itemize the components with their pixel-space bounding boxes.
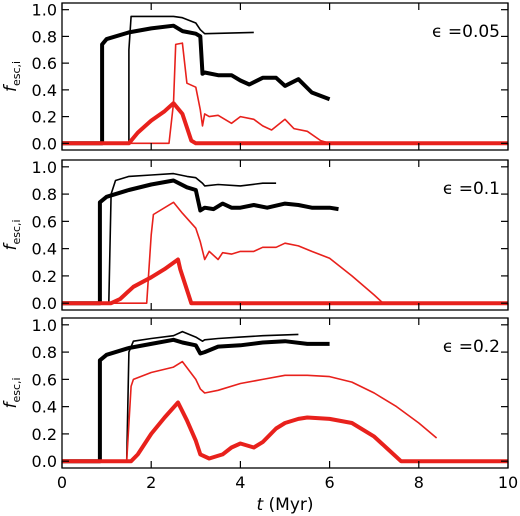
series-red-thin-line bbox=[62, 42, 508, 145]
plot-frame bbox=[61, 2, 509, 151]
y-tick-label: 0.8 bbox=[32, 343, 57, 362]
y-tick-label: 0.4 bbox=[32, 81, 57, 100]
series-black-thick-line bbox=[62, 178, 339, 306]
x-axis-label-var: t bbox=[256, 495, 264, 515]
series-red-thin-line bbox=[62, 360, 438, 463]
panel-2: 0.0 0.2 0.4 0.6 0.8 1.0 fesc,i ϵ =0.1 bbox=[1, 158, 509, 313]
y-tick-label: 0.0 bbox=[32, 452, 57, 471]
x-tick-label: 4 bbox=[235, 473, 245, 492]
y-tick-label: 0.8 bbox=[32, 185, 57, 204]
series-black-thin-line bbox=[108, 172, 277, 304]
panel-epsilon-label: ϵ =0.2 bbox=[443, 337, 500, 357]
plot-frame bbox=[61, 317, 509, 469]
x-tick-label: 8 bbox=[414, 473, 424, 492]
y-tick-label: 0.4 bbox=[32, 398, 57, 417]
y-tick-label: 0.6 bbox=[32, 370, 57, 389]
series-black-thick-line bbox=[62, 337, 330, 464]
y-tick-label: 0.0 bbox=[32, 294, 57, 313]
x-axis-label: t (Myr) bbox=[256, 495, 313, 515]
series-black-thick-line bbox=[62, 23, 331, 146]
y-axis-label: fesc,i bbox=[1, 377, 23, 408]
panel-3: 0.0 0.2 0.4 0.6 0.8 1.0 fesc,i ϵ =0.2 bbox=[1, 316, 509, 471]
y-tick-label: 0.2 bbox=[32, 425, 57, 444]
panel-1: 0.0 0.2 0.4 0.6 0.8 1.0 fesc,i ϵ =0.05 bbox=[1, 1, 509, 153]
y-axis-label-main: f bbox=[1, 400, 21, 409]
y-tick-label: 0.8 bbox=[32, 27, 57, 46]
y-tick-label: 1.0 bbox=[32, 1, 57, 20]
y-axis-label-sub: esc,i bbox=[10, 219, 23, 244]
y-tick-label: 0.4 bbox=[32, 240, 57, 259]
x-axis-label-unit: (Myr) bbox=[263, 495, 313, 515]
y-tick-label: 0.0 bbox=[32, 134, 57, 153]
series-red-thick-line bbox=[62, 400, 508, 464]
y-axis-label-sub: esc,i bbox=[10, 61, 23, 86]
series-black-thin-line bbox=[128, 15, 254, 144]
x-tick-label: 6 bbox=[325, 473, 335, 492]
series-red-thin-line bbox=[62, 201, 508, 305]
y-tick-label: 0.2 bbox=[32, 108, 57, 127]
y-tick-label: 0.2 bbox=[32, 267, 57, 286]
y-axis-label: fesc,i bbox=[1, 219, 23, 250]
series-red-thick-line bbox=[62, 101, 508, 146]
y-axis-label-main: f bbox=[1, 242, 21, 251]
x-tick-label: 2 bbox=[146, 473, 156, 492]
panel-epsilon-label: ϵ =0.05 bbox=[432, 22, 500, 42]
y-axis-label-sub: esc,i bbox=[10, 377, 23, 402]
series-black-thin-line bbox=[125, 330, 299, 462]
y-tick-label: 1.0 bbox=[32, 316, 57, 335]
x-tick-label: 0 bbox=[57, 473, 67, 492]
series-red-thick-line bbox=[62, 257, 508, 306]
plot-frame bbox=[61, 159, 509, 311]
panel-epsilon-label: ϵ =0.1 bbox=[443, 179, 500, 199]
y-axis-label-main: f bbox=[1, 83, 21, 92]
y-axis-label: fesc,i bbox=[1, 61, 23, 92]
x-tick-label: 10 bbox=[498, 473, 518, 492]
y-tick-label: 0.6 bbox=[32, 212, 57, 231]
y-tick-label: 1.0 bbox=[32, 158, 57, 177]
y-tick-label: 0.6 bbox=[32, 54, 57, 73]
